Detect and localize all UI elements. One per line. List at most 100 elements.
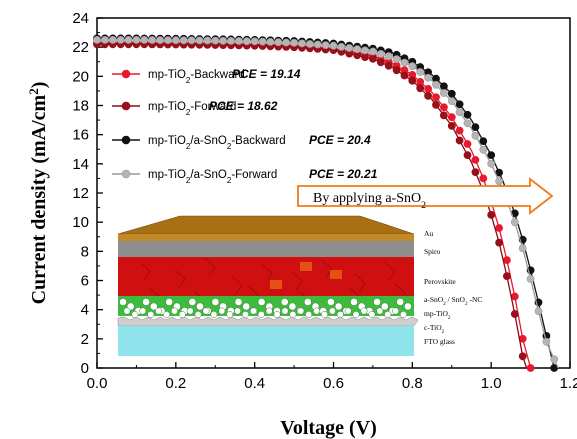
- series-point: [424, 73, 432, 82]
- mp-tio2-particle: [194, 311, 202, 318]
- series-point: [487, 151, 496, 159]
- series-point: [392, 55, 401, 63]
- perovskite-grain: [139, 261, 151, 281]
- mp-tio2-particle: [328, 307, 336, 315]
- mp-tio2-particle: [142, 298, 150, 306]
- series-point: [400, 71, 409, 80]
- series-point: [416, 68, 425, 76]
- y-tick-label: 14: [72, 156, 89, 173]
- perovskite-grain: [291, 271, 303, 291]
- series-point: [329, 41, 338, 50]
- mp-tio2-particle: [289, 311, 297, 318]
- mp-tio2-particle: [226, 311, 234, 318]
- c-tio2-layer: [117, 316, 419, 327]
- au-layer: [118, 234, 414, 241]
- legend-label: mp-TiO2/a-SnO2-Forward: [148, 169, 277, 185]
- perovskite-grain: [354, 273, 366, 293]
- x-tick-label: 0.6: [323, 375, 344, 392]
- series-point: [439, 82, 448, 91]
- pce-label: PCE = 19.14: [232, 67, 301, 81]
- series-3: [93, 36, 559, 369]
- series-point: [432, 80, 440, 89]
- series-point: [526, 275, 535, 283]
- annotation-label: By applying a-SnO2: [313, 191, 426, 211]
- y-tick-label: 16: [72, 127, 89, 144]
- mp-tio2-particle: [404, 302, 412, 311]
- mp-tio2-particle: [249, 307, 257, 315]
- mp-tio2-particle: [336, 311, 344, 318]
- series-point: [187, 36, 196, 45]
- mp-tio2-particle: [178, 311, 186, 318]
- series-point: [463, 140, 472, 148]
- mp-tio2-particle: [210, 311, 218, 318]
- legend-label: mp-TiO2/a-SnO2-Backward: [148, 135, 286, 151]
- series-point: [376, 50, 385, 58]
- series-point: [321, 41, 330, 49]
- mp-tio2-particle: [352, 311, 360, 318]
- series-point: [471, 168, 480, 176]
- legend-label: mp-TiO2-Forward: [148, 101, 236, 117]
- y-tick-label: 12: [72, 185, 89, 202]
- series-point: [432, 93, 440, 102]
- perovskite-layer: [118, 257, 414, 301]
- series-point: [447, 89, 456, 98]
- series-point: [368, 47, 377, 56]
- series-point: [274, 38, 283, 47]
- pce-label: PCE = 20.21: [309, 167, 378, 181]
- series-point: [518, 352, 527, 361]
- series-point: [345, 44, 354, 52]
- series-point: [479, 137, 488, 145]
- series-point: [439, 103, 448, 112]
- mp-tio2-particle: [147, 311, 155, 318]
- series-point: [479, 174, 488, 183]
- series-point: [479, 145, 488, 154]
- mp-tio2-particle: [119, 298, 127, 306]
- series-layer: [93, 34, 559, 372]
- pce-label: PCE = 18.62: [209, 99, 278, 113]
- series-point: [408, 62, 417, 70]
- mp-tio2-particle: [380, 302, 389, 311]
- series-point: [495, 177, 503, 186]
- series-point: [463, 110, 472, 119]
- series-point: [116, 36, 125, 44]
- series-point: [534, 307, 543, 315]
- mp-tio2-particle: [392, 307, 400, 315]
- series-point: [471, 131, 480, 140]
- mp-tio2-particle: [396, 298, 405, 306]
- mp-tio2-particle: [327, 298, 335, 306]
- series-point: [447, 97, 456, 105]
- inset-label-sno2: a-SnO2 / SnO2 -NC: [424, 295, 482, 307]
- series-point: [195, 36, 204, 45]
- y-tick-label: 18: [72, 98, 89, 115]
- mp-tio2-particle: [400, 311, 407, 318]
- series-point: [518, 244, 527, 253]
- series-point: [416, 84, 425, 93]
- series-point: [305, 40, 314, 48]
- series-point: [290, 38, 298, 47]
- inset-label-fto: FTO glass: [424, 337, 455, 346]
- mp-tio2-particle: [211, 298, 220, 306]
- series-point: [250, 37, 259, 46]
- series-point: [124, 36, 133, 44]
- series-point: [463, 119, 472, 128]
- series-point: [550, 355, 559, 364]
- mp-tio2-particle: [234, 307, 242, 315]
- y-tick-label: 0: [81, 360, 89, 377]
- mp-tio2-particle: [123, 307, 131, 315]
- mp-tio2-particle: [303, 298, 312, 306]
- series-point: [439, 89, 448, 97]
- series-point: [432, 101, 440, 109]
- perovskite-grain: [261, 263, 273, 283]
- perovskite-grain: [204, 257, 216, 277]
- mp-tio2-particle: [242, 311, 249, 318]
- series-point: [455, 100, 464, 109]
- series-point: [148, 36, 157, 44]
- series-point: [203, 36, 212, 45]
- series-point: [211, 36, 220, 45]
- mp-tio2-particle: [334, 302, 343, 311]
- series-point: [463, 151, 472, 159]
- series-point: [313, 40, 322, 49]
- mp-tio2-particle: [273, 311, 281, 318]
- series-point: [163, 36, 172, 44]
